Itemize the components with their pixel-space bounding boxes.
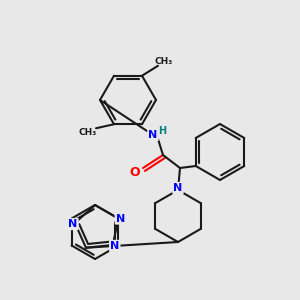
Text: N: N [110, 241, 119, 251]
Text: O: O [130, 167, 140, 179]
Text: CH₃: CH₃ [155, 57, 173, 66]
Text: H: H [158, 126, 166, 136]
Text: N: N [148, 130, 158, 140]
Text: N: N [116, 214, 125, 224]
Text: CH₃: CH₃ [79, 128, 97, 137]
Text: N: N [68, 219, 78, 229]
Text: N: N [173, 183, 183, 193]
